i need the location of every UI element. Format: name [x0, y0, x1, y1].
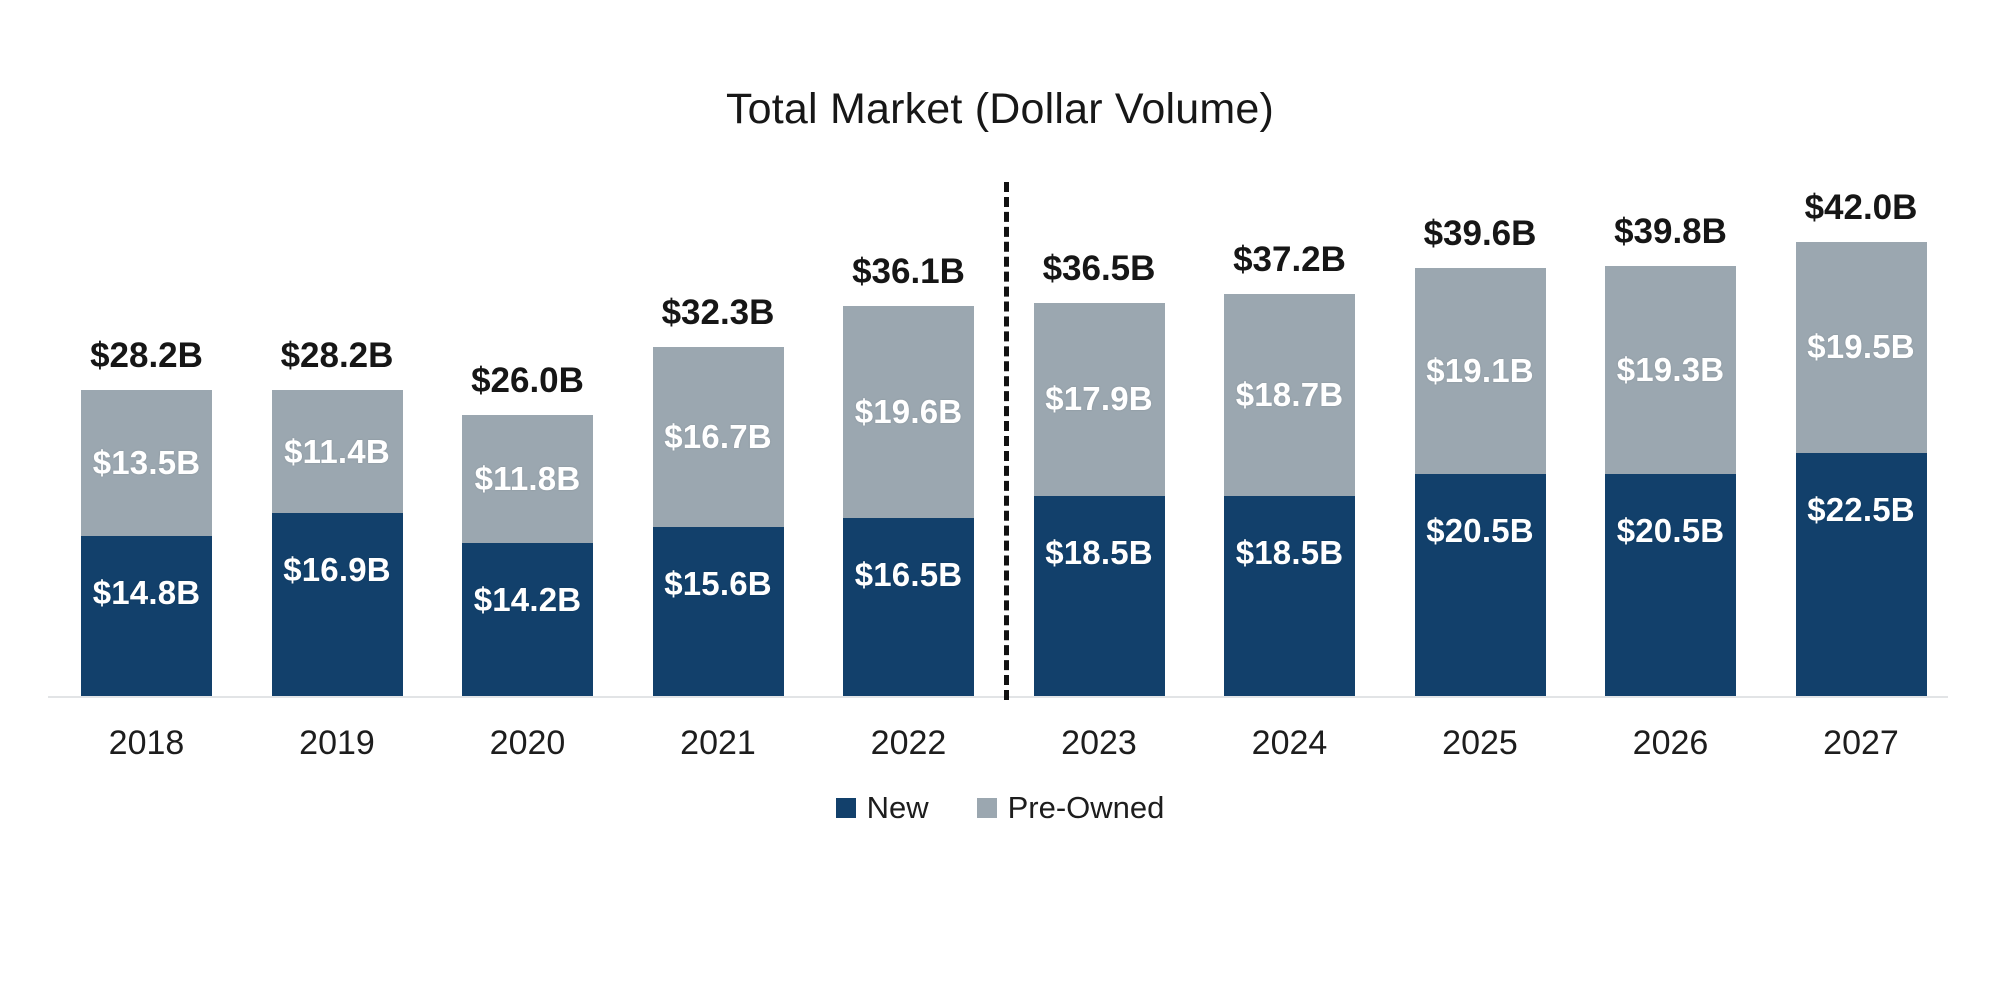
bar-group[interactable]: $36.1B $19.6B $16.5B	[843, 252, 974, 696]
x-axis-tick-label: 2021	[680, 724, 756, 762]
bar-segment-pre-owned[interactable]: $16.7B	[652, 346, 784, 528]
bar-segment-new[interactable]: $14.8B	[81, 536, 212, 696]
bar-segment-pre-owned[interactable]: $11.8B	[462, 414, 593, 543]
bar-group[interactable]: $42.0B $19.5B $22.5B	[1795, 188, 1927, 696]
bar-segment-label-pre-owned: $16.7B	[664, 418, 772, 456]
bar-segment-label-pre-owned: $13.5B	[92, 444, 201, 482]
x-axis-tick-label: 2025	[1442, 724, 1518, 762]
bar-segment-label-new: $14.8B	[92, 574, 201, 612]
page-title: Total Market (Dollar Volume)	[725, 85, 1275, 133]
bar-group[interactable]: $36.5B $17.9B $18.5B	[1033, 249, 1165, 696]
bar-segment-label-pre-owned: $11.4B	[284, 432, 390, 470]
bar-group[interactable]: $39.8B $19.3B $20.5B	[1605, 212, 1736, 696]
x-axis-tick-label: 2027	[1823, 724, 1899, 762]
bar-segment-new[interactable]: $18.5B	[1224, 496, 1355, 696]
bar-segment-label-pre-owned: $17.9B	[1045, 380, 1153, 418]
bar-segment-new[interactable]: $20.5B	[1605, 474, 1736, 696]
legend-label-new: New	[866, 790, 929, 825]
bar-total-label: $37.2B	[1233, 239, 1346, 279]
bar-segment-label-new: $16.5B	[854, 555, 963, 593]
bar-segment-label-new: $20.5B	[1426, 512, 1534, 550]
bar-segment-pre-owned[interactable]: $19.6B	[843, 305, 974, 518]
legend-item-new[interactable]: New	[835, 790, 929, 826]
x-axis-tick-label: 2022	[870, 724, 947, 762]
bar-segment-label-pre-owned: $11.8B	[474, 459, 581, 497]
bar-group[interactable]: $28.2B $13.5B $14.8B	[81, 336, 212, 696]
bar-segment-new[interactable]: $15.6B	[652, 527, 784, 696]
actual-forecast-divider	[1004, 182, 1009, 700]
bar-segment-label-new: $18.5B	[1045, 534, 1153, 572]
x-axis-tick-label: 2026	[1632, 724, 1709, 762]
bar-segment-new[interactable]: $22.5B	[1795, 452, 1927, 696]
bar-segment-new[interactable]: $16.5B	[843, 517, 974, 696]
bar-segment-pre-owned[interactable]: $13.5B	[81, 390, 212, 537]
bar-segment-label-pre-owned: $19.3B	[1616, 351, 1725, 389]
x-axis-baseline	[48, 696, 1948, 698]
bar-segment-new[interactable]: $14.2B	[462, 542, 593, 696]
bar-segment-pre-owned[interactable]: $19.1B	[1414, 267, 1546, 475]
chart-legend: New Pre-Owned	[0, 790, 2000, 826]
bar-segment-label-pre-owned: $19.1B	[1426, 352, 1534, 390]
bar-segment-new[interactable]: $20.5B	[1414, 474, 1546, 696]
x-axis-tick-label: 2020	[489, 724, 566, 762]
bar-segment-pre-owned[interactable]: $19.3B	[1605, 265, 1736, 475]
legend-swatch-pre-owned-icon	[976, 798, 997, 818]
legend-swatch-new-icon	[835, 798, 856, 818]
bar-total-label: $26.0B	[471, 360, 584, 400]
bar-segment-new[interactable]: $18.5B	[1033, 496, 1165, 696]
bar-group[interactable]: $26.0B $11.8B $14.2B	[462, 361, 593, 696]
bar-total-label: $36.1B	[852, 251, 965, 291]
bar-total-label: $28.2B	[90, 336, 203, 376]
bar-group[interactable]: $32.3B $16.7B $15.6B	[652, 293, 784, 696]
x-axis-tick-label: 2018	[108, 724, 185, 762]
x-axis-tick-label: 2019	[299, 724, 375, 762]
bar-segment-label-pre-owned: $19.6B	[854, 392, 963, 430]
bar-group[interactable]: $28.2B $11.4B $16.9B	[271, 336, 403, 696]
bar-group[interactable]: $39.6B $19.1B $20.5B	[1414, 214, 1546, 696]
bar-total-label: $36.5B	[1042, 248, 1156, 288]
bar-group[interactable]: $37.2B $18.7B $18.5B	[1224, 240, 1355, 696]
bar-segment-label-pre-owned: $19.5B	[1807, 328, 1915, 366]
legend-item-pre-owned[interactable]: Pre-Owned	[976, 790, 1165, 826]
bar-segment-pre-owned[interactable]: $19.5B	[1795, 242, 1927, 453]
bar-segment-label-new: $15.6B	[664, 565, 772, 603]
bar-segment-pre-owned[interactable]: $18.7B	[1224, 293, 1355, 497]
bar-segment-label-new: $16.9B	[283, 551, 391, 589]
legend-label-pre-owned: Pre-Owned	[1007, 790, 1165, 825]
bar-segment-label-new: $18.5B	[1235, 534, 1344, 572]
x-axis-tick-label: 2024	[1251, 724, 1328, 762]
x-axis-tick-label: 2023	[1061, 724, 1137, 762]
bar-segment-label-new: $22.5B	[1807, 490, 1915, 528]
bar-segment-label-new: $14.2B	[473, 580, 582, 618]
bar-segment-label-pre-owned: $18.7B	[1235, 375, 1344, 413]
bar-segment-pre-owned[interactable]: $17.9B	[1033, 302, 1165, 497]
bar-total-label: $28.2B	[280, 336, 394, 376]
bar-segment-label-new: $20.5B	[1616, 512, 1725, 550]
bar-segment-pre-owned[interactable]: $11.4B	[271, 390, 403, 514]
bar-total-label: $39.6B	[1423, 213, 1537, 253]
bar-segment-new[interactable]: $16.9B	[271, 513, 403, 696]
bar-total-label: $42.0B	[1804, 188, 1918, 227]
bar-total-label: $39.8B	[1614, 211, 1727, 251]
bar-total-label: $32.3B	[661, 292, 775, 332]
